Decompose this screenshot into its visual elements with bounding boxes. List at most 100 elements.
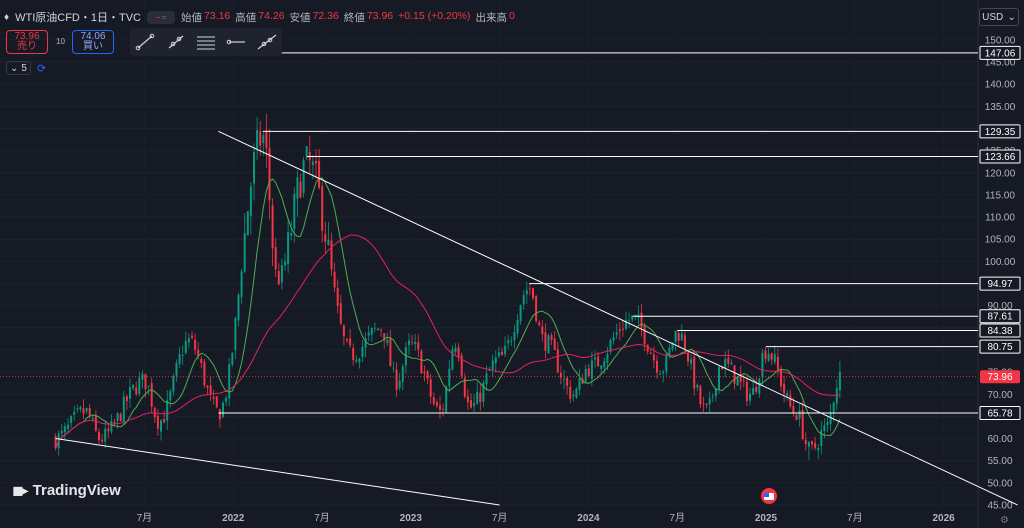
candle-body [398,380,401,388]
candle-body [246,211,249,236]
candle-body [801,409,804,440]
candle-body [826,422,829,426]
candle-body [470,400,472,408]
candle-body [646,344,649,352]
close-value: 73.96 [366,9,394,22]
candle-body [457,347,460,358]
candle-body [597,356,600,367]
us-flag-event-icon[interactable] [761,488,777,504]
candle-body [386,339,389,343]
x-tick-label: 2023 [400,513,423,524]
candle-body [755,387,758,392]
candle-body [572,394,575,397]
symbol-title[interactable]: WTI原油CFD・1日・TVC [15,12,141,24]
compare-toggle[interactable]: − ≈ [147,10,175,24]
ray-icon[interactable] [165,33,187,51]
candle-body [792,405,795,414]
candle-body [259,131,262,146]
candle-body [163,419,166,423]
candle-body [460,355,463,376]
candle-body [107,428,110,432]
candle-body [674,330,677,342]
candle-body [749,393,751,401]
candle-body [290,232,293,236]
candle-body [206,385,209,388]
candle-body [417,342,420,350]
candle-body [191,335,193,338]
y-tick-label: 115.00 [985,190,1015,201]
level-price-tag [979,45,1021,60]
candle-body [600,365,603,369]
trendline-0[interactable] [218,130,1018,506]
candle-body [367,332,370,336]
candle-body [640,312,643,328]
tradingview-logo: ◼▸ TradingView [12,482,121,499]
trend-line-icon[interactable] [134,33,156,51]
horizontal-ray-icon[interactable] [225,33,247,51]
x-tick-label: 2026 [932,513,955,524]
candle-body [333,271,336,288]
trendline-1[interactable] [55,438,500,506]
low-label: 安値 [289,11,311,24]
candle-body [240,271,243,298]
candle-body [485,373,488,385]
currency-select[interactable]: USD ⌄ [979,8,1019,26]
candle-body [519,305,522,322]
candle-body [618,329,621,332]
refresh-icon[interactable]: ⟳ [36,62,47,75]
candle-body [541,326,544,335]
candle-body [330,240,333,270]
candle-body [150,382,153,407]
candle-body [649,352,652,354]
candle-body [714,388,717,397]
low-value: 72.36 [312,9,339,22]
candle-body [463,377,466,397]
candle-body [91,417,94,420]
sell-label: 売り [17,41,37,52]
candle-body [494,357,497,364]
candle-body [63,426,66,433]
candle-body [795,415,798,420]
candle-body [776,356,779,370]
level-price-tag [979,339,1021,354]
candle-body [70,416,73,423]
candle-body [79,407,82,410]
indicator-toggle[interactable]: ⌄ 5 [6,61,31,75]
candle-body [432,397,435,404]
candle-body [547,335,550,354]
candle-body [525,290,528,295]
candle-body [439,405,441,410]
tv-logo-icon: ◼▸ [12,482,29,498]
candle-body [129,387,131,399]
candle-body [752,388,755,395]
candle-body [652,354,655,361]
candle-body [54,436,57,449]
buy-button[interactable]: 74.06 買い [72,30,114,54]
brand-name: TradingView [32,482,121,499]
candle-body [823,425,826,432]
extended-line-icon[interactable] [256,33,278,51]
minus-icon: − [155,12,161,22]
sell-button[interactable]: 73.96 売り [6,30,48,54]
fib-icon[interactable] [195,33,217,51]
level-price-label: 84.38 [987,326,1012,337]
candle-body [612,337,615,341]
candle-body [101,439,104,442]
candle-body [522,295,525,305]
candle-body [194,339,197,350]
candle-body [566,377,569,386]
chart-header: ♦ WTI原油CFD・1日・TVC − ≈ 始値 73.16 高値 74.26 安値 7… [4,8,518,26]
settings-icon[interactable]: ⚙ [1000,515,1009,526]
candle-body [411,341,414,343]
candle-body [817,447,820,451]
level-price-tag [979,323,1021,338]
candle-body [166,399,169,421]
candle-body [739,374,742,382]
candle-body [680,333,683,341]
candle-body [668,347,671,356]
candle-body [634,314,637,316]
close-label: 終値 [343,11,365,24]
candle-body [88,408,91,417]
indicator-row: ⌄ 5 ⟳ [6,61,46,75]
